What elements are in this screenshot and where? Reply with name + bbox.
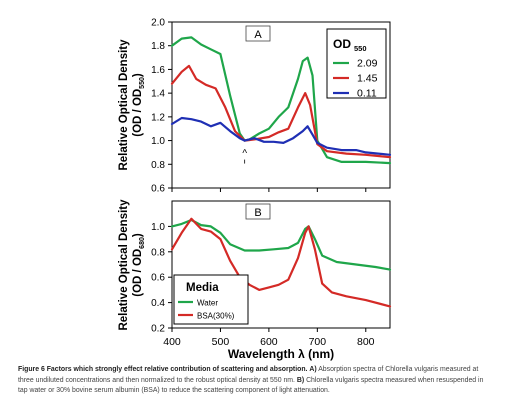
panel-a-y-tick-label: 1.4 [151, 89, 165, 100]
panel-a-y-tick-label: 1.8 [151, 41, 165, 52]
panel-b-legend: Media Water BSA(30%) [173, 274, 249, 325]
caption-lead: Figure 6 Factors which strongly effect r… [18, 366, 308, 373]
legend-label: 2.09 [357, 58, 378, 70]
figure-caption: Figure 6 Factors which strongly effect r… [18, 365, 488, 397]
panel-b-x-tick-label: 700 [309, 336, 327, 348]
panel-b-y-tick-label: 0.8 [151, 247, 165, 258]
panel-b-x-tick-label: 800 [357, 336, 375, 348]
caption-b-text: Chlorella vulgaris spectra measured when… [18, 376, 484, 395]
panel-a-label: A [254, 29, 262, 41]
panel-a-legend-items: 2.09 1.45 0.11 [333, 58, 378, 100]
panel-a-label-box [245, 25, 271, 42]
panel-b: 0.2 0.4 0.6 0.8 1.0 400 500 600 700 800 Relative… [118, 199, 392, 361]
panel-a-legend: OD 550 2.09 1.45 0.11 [326, 28, 387, 100]
panel-b-x-tick-label: 400 [163, 336, 181, 348]
series-line-bsa-30- [170, 217, 392, 308]
panel-b-y-tick-label: 0.6 [151, 273, 165, 284]
legend-label: BSA(30%) [197, 312, 235, 321]
caption-b-label: B) [296, 376, 305, 384]
panel-a-x-axis [171, 188, 367, 192]
panel-b-x-tick-label: 600 [260, 336, 278, 348]
panel-b-label-box [245, 203, 271, 220]
panel-a-y-tick-label: 0.6 [151, 184, 165, 195]
panel-b-label: B [254, 207, 261, 219]
panel-a-y-axis: 0.6 0.8 1.0 1.2 1.4 1.6 1.8 2.0 [151, 18, 172, 195]
panel-a: 0.6 0.8 1.0 1.2 1.4 1.6 1.8 2.0 Relative Optica… [118, 18, 392, 195]
caption-a-text: Absorption spectra of Chlorella vulgaris… [18, 366, 479, 384]
panel-b-y-tick-label: 0.2 [151, 324, 165, 335]
panel-a-legend-title: OD 550 [333, 37, 367, 53]
panel-a-y-tick-label: 1.2 [151, 112, 165, 123]
panel-b-x-tick-label: 500 [212, 336, 230, 348]
panel-b-ylabel: Relative Optical Density (OD / OD680) [118, 199, 146, 331]
panel-b-xlabel: Wavelength λ (nm) [228, 347, 334, 361]
panel-a-y-tick-label: 1.0 [151, 136, 165, 147]
series-line-water [170, 218, 392, 271]
panel-a-plot-area [171, 21, 391, 189]
panel-a-y-tick-label: 0.8 [151, 160, 165, 171]
panel-b-legend-title: Media [186, 282, 219, 294]
legend-label: Water [197, 299, 218, 308]
panel-b-ylabel-line2: (OD / OD680) [132, 233, 146, 297]
panel-a-series [170, 36, 392, 165]
panel-a-ylabel-line2: (OD / OD550) [132, 73, 146, 137]
panel-a-ylabel-line1: Relative Optical Density [118, 39, 130, 171]
panel-b-y-tick-label: 1.0 [151, 222, 165, 233]
panel-b-plot-area [171, 200, 391, 329]
panel-b-y-axis: 0.2 0.4 0.6 0.8 1.0 [151, 222, 172, 335]
panel-b-legend-items: Water BSA(30%) [178, 299, 235, 321]
panel-a-550-marker: ^ [242, 149, 247, 164]
series-line-0-11 [170, 116, 392, 156]
normalization-marker: ^ [242, 149, 247, 160]
legend-label: 1.45 [357, 73, 378, 85]
series-line-1-45 [170, 64, 392, 159]
panel-a-y-tick-label: 2.0 [151, 18, 165, 29]
panel-b-x-axis: 400 500 600 700 800 [163, 328, 375, 348]
panel-b-ylabel-line1: Relative Optical Density [118, 199, 130, 331]
panel-a-y-tick-label: 1.6 [151, 65, 165, 76]
panel-b-series [170, 217, 392, 308]
panel-a-ylabel: Relative Optical Density (OD / OD550) [118, 39, 146, 171]
caption-a-label: A) [309, 366, 317, 373]
panel-b-y-tick-label: 0.4 [151, 298, 165, 309]
legend-label: 0.11 [357, 88, 377, 100]
